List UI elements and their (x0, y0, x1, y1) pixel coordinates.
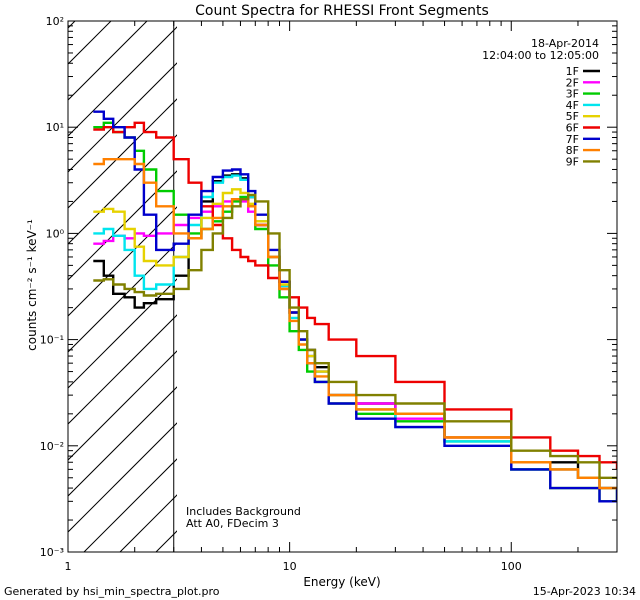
x-axis-label: Energy (keV) (303, 575, 380, 589)
legend-label-3F: 3F (566, 88, 579, 101)
hatch-line (68, 350, 177, 461)
series-lines (93, 110, 617, 503)
hatch-line (68, 26, 177, 137)
hatch-line (68, 134, 177, 245)
x-tick-label: 100 (501, 560, 522, 573)
hatch-line (83, 458, 177, 552)
legend-label-1F: 1F (566, 65, 579, 78)
series-line-8F (93, 158, 617, 490)
chart-title: Count Spectra for RHESSI Front Segments (195, 3, 489, 19)
hatch-line (68, 21, 112, 65)
hatch-line (119, 494, 177, 552)
y-tick-label: 10⁰ (46, 227, 65, 240)
footer-generated-by: Generated by hsi_min_spectra_plot.pro (4, 585, 220, 598)
annotation-attenuator: Att A0, FDecim 3 (186, 517, 279, 530)
hatch-line (68, 62, 177, 173)
hatch-line (68, 98, 177, 209)
hatch-line (68, 422, 177, 533)
hatch-line (68, 386, 177, 497)
legend-label-4F: 4F (566, 99, 579, 112)
series-line-4F (93, 174, 617, 490)
y-tick-label: 10¹ (46, 121, 64, 134)
x-tick-label: 10 (283, 560, 297, 573)
legend-label-5F: 5F (566, 110, 579, 123)
y-tick-label: 10⁻³ (40, 546, 64, 559)
legend-label-8F: 8F (566, 144, 579, 157)
plot-frame (67, 20, 618, 553)
series-line-3F (93, 121, 617, 503)
y-axis-ticks: 10⁻³ 10⁻² 10⁻¹ 10⁰ 10¹ 10² (40, 15, 617, 559)
legend-label-2F: 2F (566, 76, 579, 89)
legend-label-9F: 9F (566, 155, 579, 168)
hatch-line (68, 314, 177, 425)
series-line-1F (93, 173, 617, 490)
date-label: 18-Apr-2014 (531, 37, 599, 50)
y-tick-label: 10² (46, 15, 64, 28)
series-line-9F (93, 193, 617, 479)
hatch-line (68, 206, 177, 317)
time-range-label: 12:04:00 to 12:05:00 (482, 49, 599, 62)
legend-label-6F: 6F (566, 122, 579, 135)
x-tick-label: 1 (65, 560, 72, 573)
hatch-line (264, 21, 640, 552)
hatch-line (68, 242, 177, 353)
x-axis-ticks: 1 10 100 (65, 21, 618, 573)
annotation-background: Includes Background (186, 505, 301, 518)
y-tick-label: 10⁻¹ (40, 334, 64, 347)
y-tick-label: 10⁻² (40, 440, 64, 453)
legend-label-7F: 7F (566, 133, 579, 146)
series-line-7F (93, 110, 617, 503)
footer-timestamp: 15-Apr-2023 10:34 (533, 585, 636, 598)
hatch-line (68, 278, 177, 389)
y-axis-label: counts cm⁻² s⁻¹ keV⁻¹ (25, 219, 39, 351)
hatched-region (68, 21, 640, 552)
